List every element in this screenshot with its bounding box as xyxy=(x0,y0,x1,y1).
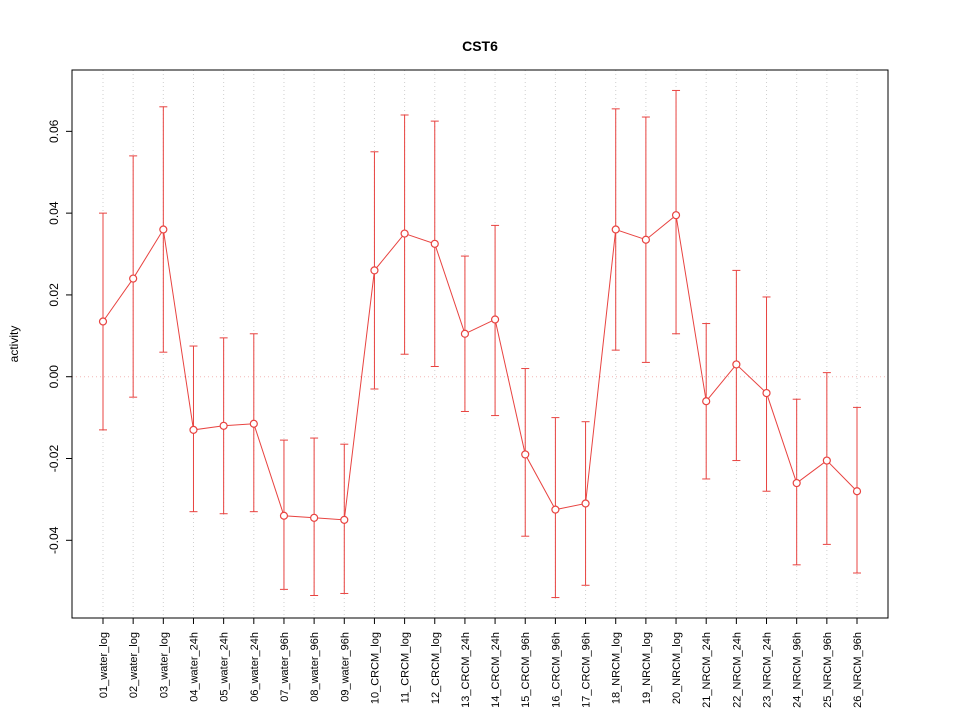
x-tick-label: 10_CRCM_log xyxy=(369,632,381,704)
plot-box xyxy=(71,69,889,619)
data-point xyxy=(551,505,560,514)
data-point xyxy=(521,450,530,459)
data-point xyxy=(249,419,258,428)
x-tick-label: 20_NRCM_log xyxy=(671,632,683,704)
data-point xyxy=(490,315,500,324)
x-tick-label: 14_CRCM_24h xyxy=(490,632,502,708)
chart-title: CST6 xyxy=(462,38,498,54)
x-tick-label: 24_NRCM_96h xyxy=(792,632,804,708)
y-tick-label: 0.06 xyxy=(47,119,61,143)
x-tick-label: 25_NRCM_96h xyxy=(822,632,834,708)
data-point xyxy=(370,266,379,275)
x-tick-label: 04_water_24h xyxy=(188,632,200,702)
data-point xyxy=(702,397,711,406)
y-tick-label: -0.04 xyxy=(47,526,61,554)
data-point xyxy=(189,425,198,434)
data-point xyxy=(400,229,409,238)
y-tick-label: 0.04 xyxy=(47,201,61,225)
data-point xyxy=(611,225,620,234)
data-point xyxy=(340,515,349,524)
data-point xyxy=(852,487,862,496)
data-point xyxy=(732,360,741,369)
x-tick-label: 06_water_24h xyxy=(249,632,261,702)
series-line xyxy=(102,214,858,521)
data-point xyxy=(310,513,319,522)
x-tick-label: 02_water_log xyxy=(128,632,140,698)
x-tick-label: 18_NRCM_log xyxy=(611,632,623,704)
data-point xyxy=(762,388,771,398)
x-tick-label: 01_water_log xyxy=(98,632,110,698)
data-point xyxy=(460,329,470,338)
x-tick-label: 15_CRCM_96h xyxy=(520,632,532,708)
y-tick-label: 0.00 xyxy=(47,365,61,389)
y-tick-label: -0.02 xyxy=(47,445,61,473)
y-tick-label: 0.02 xyxy=(47,283,61,307)
x-tick-label: 03_water_log xyxy=(158,632,170,698)
data-point xyxy=(159,225,168,234)
x-tick-label: 16_CRCM_96h xyxy=(550,632,562,708)
x-tick-label: 07_water_96h xyxy=(279,632,291,702)
data-point xyxy=(129,274,138,283)
x-tick-label: 22_NRCM_24h xyxy=(731,632,743,708)
x-tick-label: 09_water_96h xyxy=(339,632,351,702)
x-tick-label: 17_CRCM_96h xyxy=(581,632,593,708)
data-point xyxy=(98,317,108,326)
x-tick-label: 08_water_96h xyxy=(309,632,321,702)
data-point xyxy=(822,456,831,465)
x-tick-label: 26_NRCM_96h xyxy=(852,632,864,708)
y-axis-label: activity xyxy=(7,325,21,363)
x-tick-label: 19_NRCM_log xyxy=(641,632,653,704)
data-point xyxy=(792,478,801,488)
data-point xyxy=(641,235,650,244)
x-tick-label: 05_water_24h xyxy=(219,632,231,702)
data-point xyxy=(581,499,590,508)
data-point xyxy=(671,211,681,220)
x-tick-label: 13_CRCM_24h xyxy=(460,632,472,708)
x-tick-label: 21_NRCM_24h xyxy=(701,632,713,708)
x-tick-label: 11_CRCM_log xyxy=(400,632,412,703)
x-tick-label: 23_NRCM_24h xyxy=(762,632,774,708)
data-point xyxy=(279,511,289,520)
data-point xyxy=(430,239,439,248)
data-point xyxy=(219,421,228,430)
x-tick-label: 12_CRCM_log xyxy=(430,632,442,704)
